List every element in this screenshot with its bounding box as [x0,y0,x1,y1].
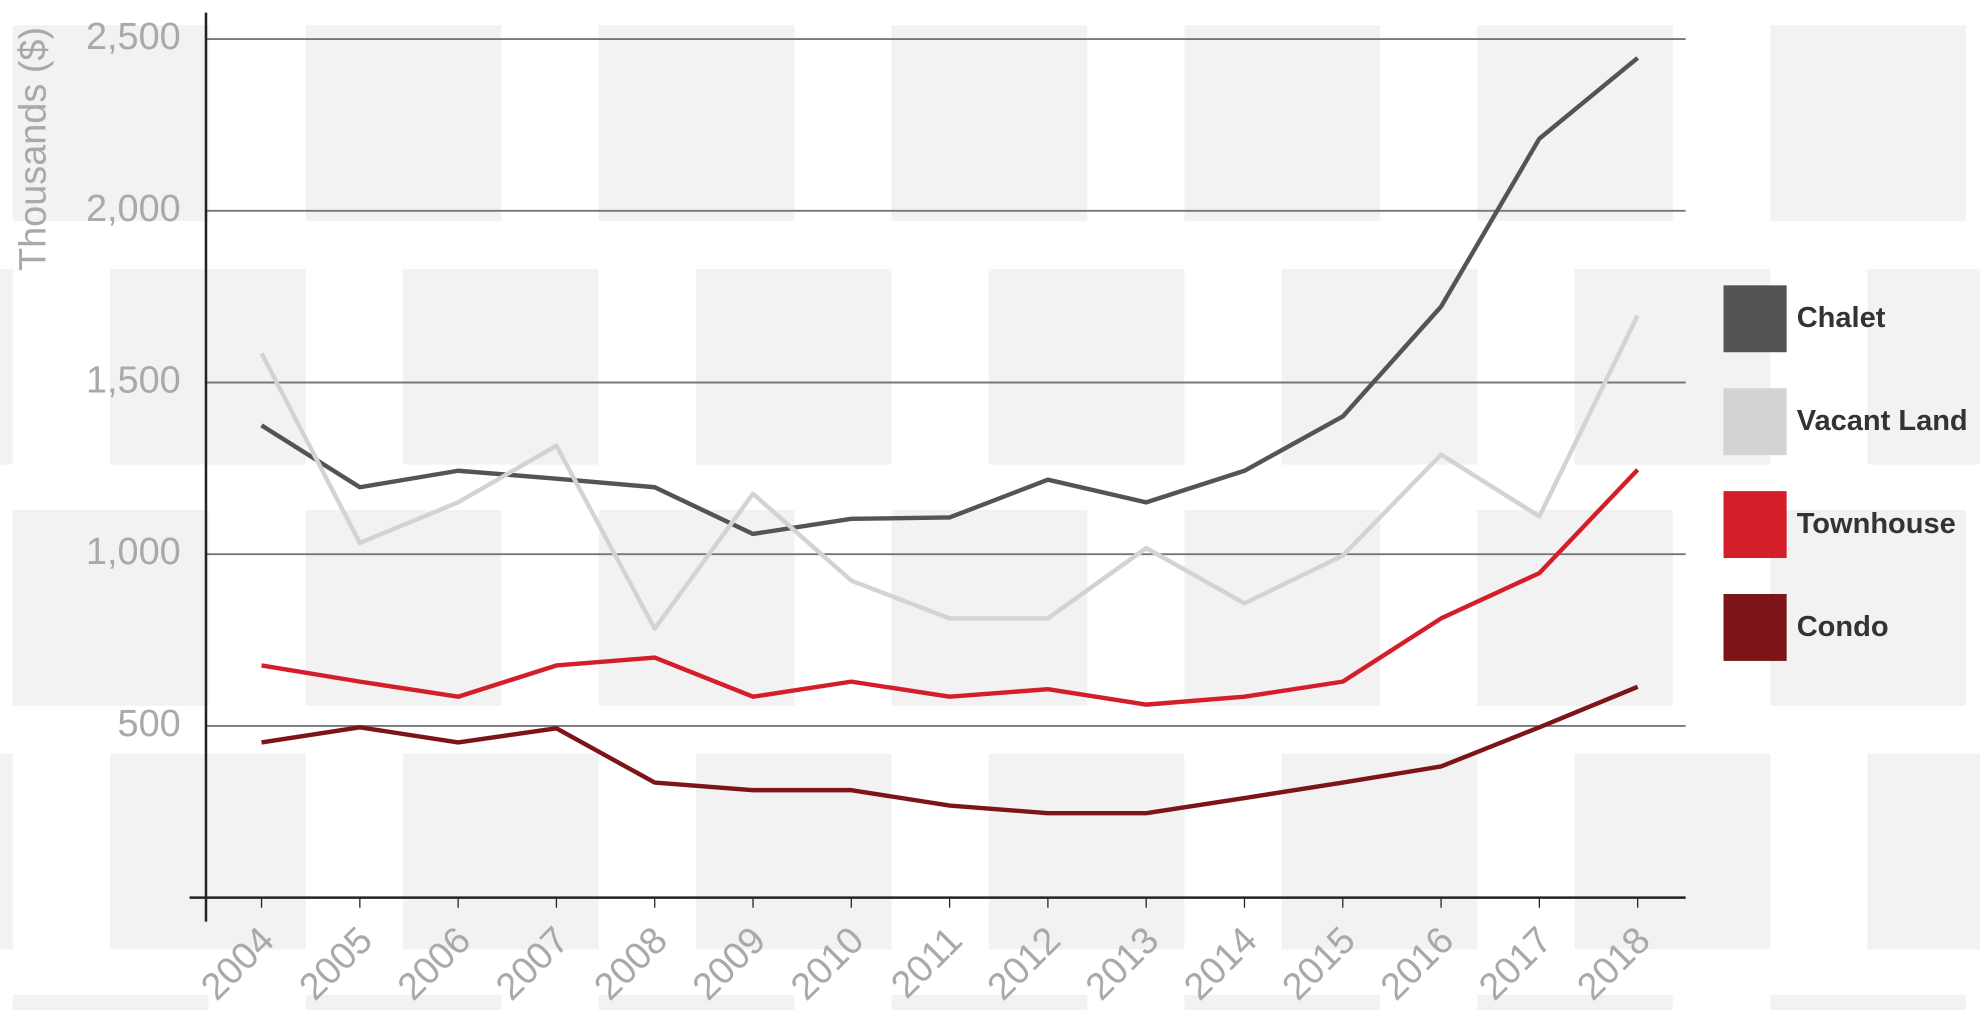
legend-swatch [1724,594,1787,661]
legend-swatch [1724,491,1787,558]
y-tick-label: 500 [118,703,181,745]
y-tick-label: 2,000 [86,188,181,230]
legend-label: Townhouse [1797,508,1956,540]
page: {"chart_data": {"type": "line", "y_label… [0,0,1980,1010]
y-tick-label: 1,500 [86,359,181,401]
chart: Thousands ($) 5001,0001,5002,0002,500200… [0,0,1980,1010]
legend-label: Vacant Land [1797,405,1968,437]
legend-label: Chalet [1797,302,1886,334]
legend-swatch [1724,388,1787,455]
legend-swatch [1724,285,1787,352]
y-axis-title: Thousands ($) [13,27,55,271]
legend-label: Condo [1797,611,1889,643]
y-tick-label: 2,500 [86,16,181,58]
y-tick-label: 1,000 [86,531,181,573]
background-tiles [0,0,1980,1010]
